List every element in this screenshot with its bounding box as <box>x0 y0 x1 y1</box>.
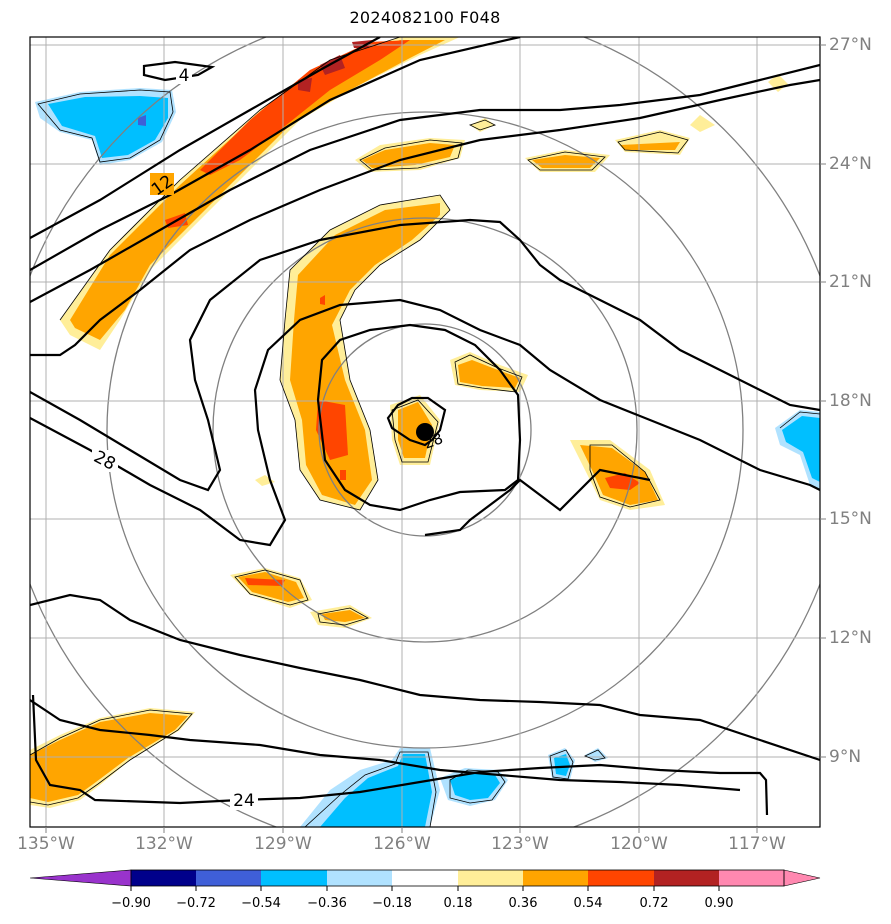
lat-label-12n: 12°N <box>829 628 872 648</box>
lat-label-27n: 27°N <box>829 35 872 55</box>
colorbar-segment-4 <box>327 870 392 886</box>
colorbar-segment-max <box>783 869 821 887</box>
map-frame <box>29 36 821 828</box>
colorbar-label: 0.90 <box>704 896 734 911</box>
colorbar-segment-3 <box>261 870 327 886</box>
colorbar-label: −0.36 <box>307 896 347 911</box>
negative-shading <box>35 88 820 827</box>
colorbar-label: 0.72 <box>639 896 669 911</box>
colorbar-label: −0.18 <box>372 896 412 911</box>
colorbar-segment-7 <box>523 870 588 886</box>
lat-label-18n: 18°N <box>829 391 872 411</box>
lat-label-21n: 21°N <box>829 272 872 292</box>
map-title: 2024082100 F048 <box>349 8 501 27</box>
tick-marks <box>45 44 826 833</box>
contour-label-28-center: 28 <box>421 429 445 452</box>
lon-label-117w: 117°W <box>728 834 786 854</box>
outline-contours <box>30 37 820 827</box>
range-rings <box>30 37 820 827</box>
colorbar-label: 0.18 <box>443 896 473 911</box>
lon-label-132w: 132°W <box>135 834 193 854</box>
lat-label-9n: 9°N <box>829 747 862 767</box>
colorbar-segment-min <box>29 869 132 887</box>
colorbar-label: 0.54 <box>573 896 603 911</box>
lon-label-123w: 123°W <box>491 834 549 854</box>
colorbar-segment-10 <box>719 870 784 886</box>
colorbar-segment-2 <box>196 870 261 886</box>
colorbar <box>29 869 821 891</box>
height-contours <box>30 37 820 816</box>
lon-label-120w: 120°W <box>610 834 668 854</box>
lon-label-126w: 126°W <box>373 834 431 854</box>
colorbar-segment-5 <box>392 870 458 886</box>
colorbar-segment-9 <box>654 870 719 886</box>
storm-center-icon <box>416 423 434 441</box>
colorbar-segment-8 <box>588 870 654 886</box>
colorbar-segment-1 <box>131 870 196 886</box>
colorbar-label: 0.36 <box>508 896 538 911</box>
lon-label-135w: 135°W <box>17 834 75 854</box>
contour-label-24: 24 <box>233 791 255 811</box>
lat-label-24n: 24°N <box>829 154 872 174</box>
contour-label-4: 4 <box>179 66 190 86</box>
lat-label-15n: 15°N <box>829 509 872 529</box>
colorbar-label: −0.72 <box>176 896 216 911</box>
lon-label-129w: 129°W <box>254 834 312 854</box>
colorbar-label: −0.54 <box>241 896 281 911</box>
colorbar-segment-6 <box>458 870 523 886</box>
colorbar-label: −0.90 <box>111 896 151 911</box>
